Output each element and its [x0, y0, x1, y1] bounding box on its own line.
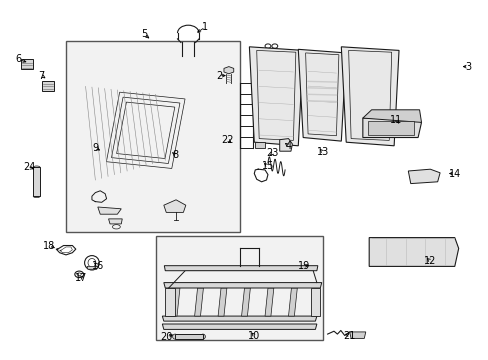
- Ellipse shape: [308, 262, 318, 269]
- Text: 14: 14: [447, 168, 460, 179]
- Text: 23: 23: [266, 148, 279, 158]
- Bar: [367, 121, 413, 135]
- Polygon shape: [362, 118, 421, 138]
- Text: 21: 21: [343, 330, 355, 341]
- Polygon shape: [41, 81, 54, 91]
- Text: 22: 22: [221, 135, 233, 145]
- Polygon shape: [162, 324, 316, 329]
- Text: 24: 24: [23, 162, 36, 172]
- Ellipse shape: [33, 195, 40, 198]
- Polygon shape: [224, 67, 233, 74]
- Polygon shape: [163, 283, 321, 288]
- Polygon shape: [407, 169, 439, 184]
- Text: 8: 8: [172, 150, 178, 160]
- Polygon shape: [279, 139, 292, 151]
- Text: 6: 6: [16, 54, 21, 64]
- Polygon shape: [194, 288, 203, 316]
- Text: 1: 1: [202, 22, 208, 32]
- Polygon shape: [310, 288, 320, 316]
- Polygon shape: [87, 266, 98, 269]
- Text: 19: 19: [297, 261, 310, 271]
- Text: 18: 18: [42, 240, 55, 251]
- Bar: [66, 41, 239, 232]
- Polygon shape: [98, 207, 121, 214]
- Text: 17: 17: [74, 273, 87, 283]
- Text: 13: 13: [316, 147, 328, 157]
- Polygon shape: [264, 288, 273, 316]
- Polygon shape: [20, 59, 33, 69]
- Text: 11: 11: [389, 114, 402, 125]
- Text: 7: 7: [39, 71, 44, 81]
- Text: 20: 20: [160, 332, 172, 342]
- Polygon shape: [349, 332, 365, 338]
- Text: 5: 5: [141, 29, 147, 39]
- Polygon shape: [241, 288, 250, 316]
- Polygon shape: [175, 334, 203, 339]
- Text: 12: 12: [423, 256, 436, 266]
- Polygon shape: [288, 288, 297, 316]
- Polygon shape: [255, 142, 264, 148]
- Polygon shape: [362, 110, 421, 122]
- Polygon shape: [249, 47, 303, 146]
- Polygon shape: [165, 288, 175, 316]
- Text: 10: 10: [247, 330, 260, 341]
- Bar: [156, 236, 322, 340]
- Ellipse shape: [172, 334, 177, 339]
- Ellipse shape: [33, 166, 40, 169]
- Polygon shape: [33, 167, 40, 196]
- Polygon shape: [368, 238, 458, 266]
- Text: 2: 2: [216, 71, 222, 81]
- Polygon shape: [298, 49, 346, 141]
- Polygon shape: [108, 219, 122, 224]
- Text: 3: 3: [465, 62, 470, 72]
- Text: 15: 15: [261, 161, 274, 171]
- Text: 9: 9: [92, 143, 98, 153]
- Polygon shape: [163, 200, 185, 212]
- Polygon shape: [164, 266, 317, 271]
- Text: 4: 4: [285, 141, 291, 151]
- Polygon shape: [171, 288, 180, 316]
- Text: 16: 16: [91, 261, 104, 271]
- Polygon shape: [162, 316, 316, 321]
- Polygon shape: [218, 288, 226, 316]
- Polygon shape: [341, 47, 398, 146]
- Ellipse shape: [200, 334, 205, 339]
